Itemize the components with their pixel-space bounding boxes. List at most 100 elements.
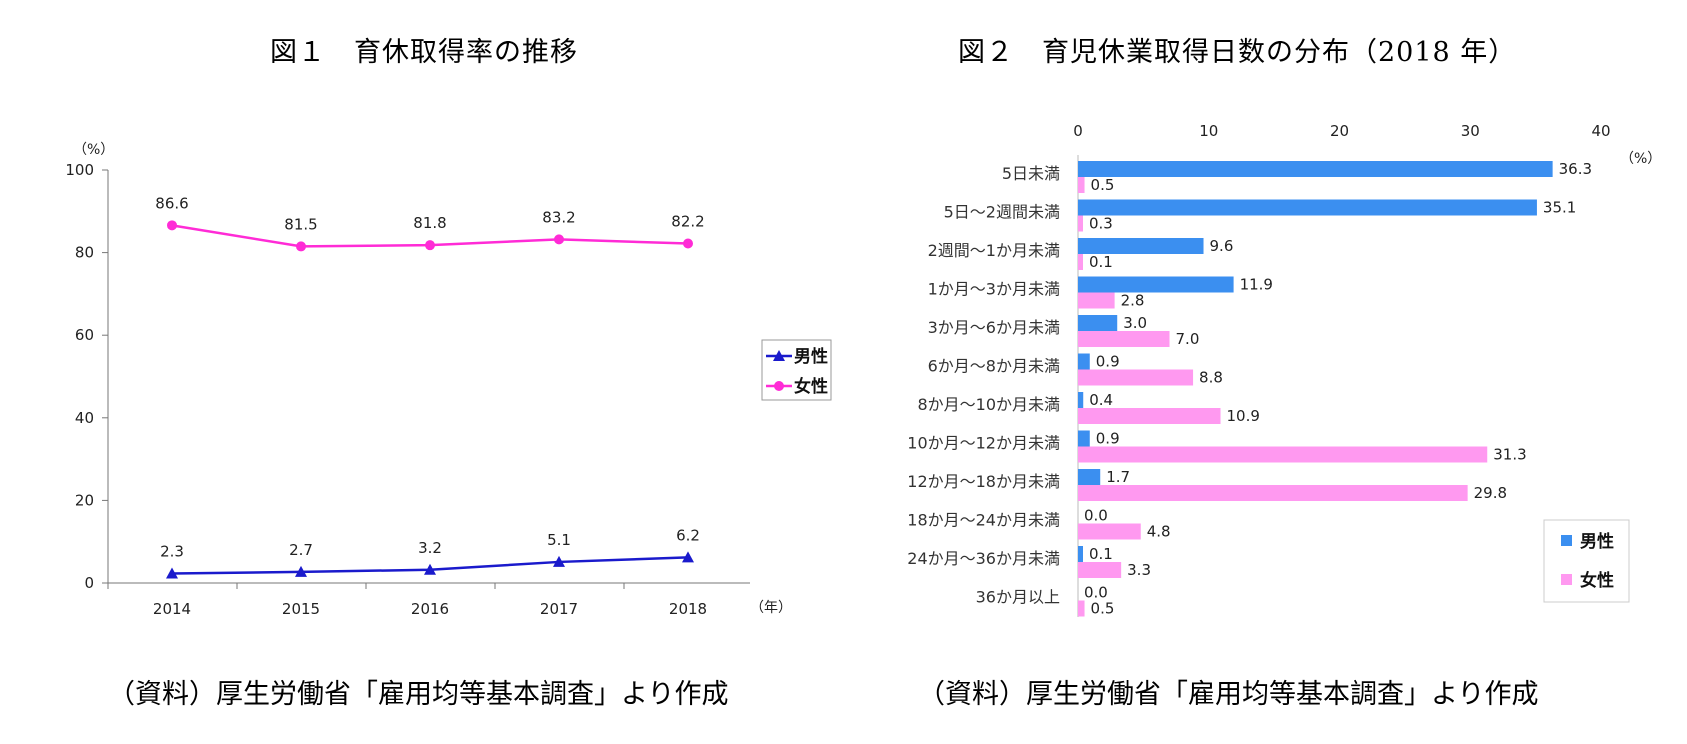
chart1-x-unit-label: （年） [750, 600, 792, 616]
chart1-y-tick-label: 40 [75, 409, 94, 427]
chart2-bar-male [1078, 469, 1101, 485]
chart2-data-label: 2.8 [1121, 292, 1145, 310]
chart2-bar-male [1078, 161, 1553, 177]
chart2-data-label: 29.8 [1474, 484, 1507, 502]
chart2-category-label: 5日未満 [1002, 164, 1060, 183]
chart2-bar-female [1078, 215, 1083, 232]
chart2-data-label: 0.1 [1089, 253, 1113, 271]
chart1-y-tick-label: 60 [75, 326, 94, 344]
chart1-x-tick-label: 2015 [282, 600, 320, 618]
chart2-bar-female [1078, 523, 1141, 540]
chart2-category-label: 5日～2週間未満 [944, 203, 1060, 222]
chart2-data-label: 10.9 [1227, 407, 1260, 425]
chart2-legend-swatch [1561, 574, 1572, 585]
chart2-data-label: 3.3 [1127, 561, 1151, 579]
chart2-data-label: 8.8 [1199, 369, 1223, 387]
chart2-data-label: 35.1 [1543, 199, 1576, 217]
chart2-x-unit-label: （%） [1620, 151, 1661, 167]
chart2-data-label: 0.9 [1096, 353, 1120, 371]
chart1-data-label: 81.8 [413, 214, 446, 232]
chart1-legend-box [761, 339, 832, 401]
chart1-legend-marker-female [774, 381, 784, 391]
chart1-x-tick-label: 2016 [411, 600, 449, 618]
chart2-x-tick-label: 40 [1591, 122, 1610, 140]
chart1-point-male [424, 563, 436, 575]
figure1-title: 図１ 育休取得率の推移 [270, 37, 578, 68]
chart2-category-label: 6か月～8か月未満 [928, 357, 1060, 376]
chart1-point-female [683, 238, 693, 249]
chart1-data-label: 6.2 [676, 526, 700, 544]
chart1-legend-label: 男性 [794, 346, 828, 367]
chart2-category-label: 24か月～36か月未満 [907, 549, 1060, 568]
chart2-category-label: 8か月～10か月未満 [917, 395, 1060, 414]
chart2-data-label: 4.8 [1147, 523, 1171, 541]
chart2-bar-female [1078, 446, 1488, 463]
chart2-bar-female [1078, 408, 1221, 424]
chart2-x-tick-label: 30 [1461, 122, 1480, 140]
chart2-x-tick-label: 0 [1073, 122, 1083, 140]
chart2-bar-male [1078, 546, 1083, 562]
chart1-y-unit-label: （%） [73, 142, 114, 158]
chart2-bar-male [1078, 315, 1118, 331]
chart2-bar-male [1078, 238, 1204, 254]
chart2-bar-female [1078, 292, 1115, 309]
chart2-bar-female [1078, 331, 1170, 347]
chart2-bar-female [1078, 562, 1122, 578]
chart1-data-label: 5.1 [547, 531, 571, 549]
chart2-category-label: 3か月～6か月未満 [928, 318, 1060, 337]
chart1-y-tick-label: 80 [75, 244, 94, 262]
chart2-data-label: 0.9 [1096, 430, 1120, 448]
chart2-bar-female [1078, 485, 1468, 501]
chart1-x-tick-label: 2014 [153, 600, 191, 618]
chart1-point-male [166, 567, 178, 579]
chart1-data-label: 3.2 [418, 539, 442, 557]
chart1-data-label: 2.7 [289, 541, 313, 559]
chart2-data-label: 0.5 [1091, 600, 1115, 618]
chart1-point-male [295, 565, 307, 577]
chart2-category-label: 2週間～1か月未満 [928, 241, 1060, 260]
chart2-legend-label: 男性 [1580, 531, 1614, 552]
chart2-category-label: 10か月～12か月未満 [907, 434, 1060, 453]
chart1-data-label: 86.6 [155, 194, 188, 212]
chart2-bar-female [1078, 254, 1083, 270]
chart2-data-label: 0.1 [1089, 545, 1113, 563]
chart2-data-label: 11.9 [1240, 276, 1273, 294]
chart2-data-label: 36.3 [1559, 160, 1592, 178]
chart1-y-tick-label: 100 [65, 161, 94, 179]
figure2-title: 図２ 育児休業取得日数の分布（2018 年） [958, 37, 1517, 68]
chart2-x-tick-label: 20 [1330, 122, 1349, 140]
chart2-data-label: 3.0 [1123, 314, 1147, 332]
chart2-x-tick-label: 10 [1199, 122, 1218, 140]
chart1-point-female [554, 234, 564, 245]
chart1-point-male [682, 551, 694, 563]
chart1-point-female [296, 241, 306, 252]
chart1-data-label: 82.2 [671, 213, 704, 231]
chart2-data-label: 31.3 [1493, 446, 1526, 464]
chart1-y-tick-label: 20 [75, 491, 94, 509]
chart2-legend-box [1543, 519, 1630, 603]
chart1-point-female [425, 240, 435, 251]
chart1-x-tick-label: 2018 [669, 600, 707, 618]
chart2-category-label: 18か月～24か月未満 [907, 511, 1060, 530]
figure2-source: （資料）厚生労働省「雇用均等基本調査」より作成 [918, 679, 1539, 710]
chart2-category-label: 1か月～3か月未満 [928, 280, 1060, 299]
chart2-bar-male [1078, 199, 1537, 216]
chart2-data-label: 7.0 [1176, 330, 1200, 348]
chart1-x-tick-label: 2017 [540, 600, 578, 618]
chart1-point-female [167, 220, 177, 231]
chart2-bar-female [1078, 600, 1085, 617]
chart1-legend-marker-male [773, 350, 785, 361]
chart1-point-male [553, 555, 565, 567]
chart2-data-label: 0.5 [1091, 176, 1115, 194]
chart2-category-label: 36か月以上 [976, 588, 1060, 607]
figure1-source: （資料）厚生労働省「雇用均等基本調査」より作成 [108, 679, 729, 710]
chart2-legend-swatch [1561, 535, 1572, 546]
chart2-data-label: 0.4 [1089, 391, 1113, 409]
chart2-bar-male [1078, 430, 1090, 447]
chart1-data-label: 81.5 [284, 215, 317, 233]
chart2-data-label: 0.0 [1084, 584, 1108, 602]
chart1-data-label: 2.3 [160, 543, 184, 561]
chart2-data-label: 1.7 [1106, 468, 1130, 486]
chart2-bar-male [1078, 392, 1084, 408]
